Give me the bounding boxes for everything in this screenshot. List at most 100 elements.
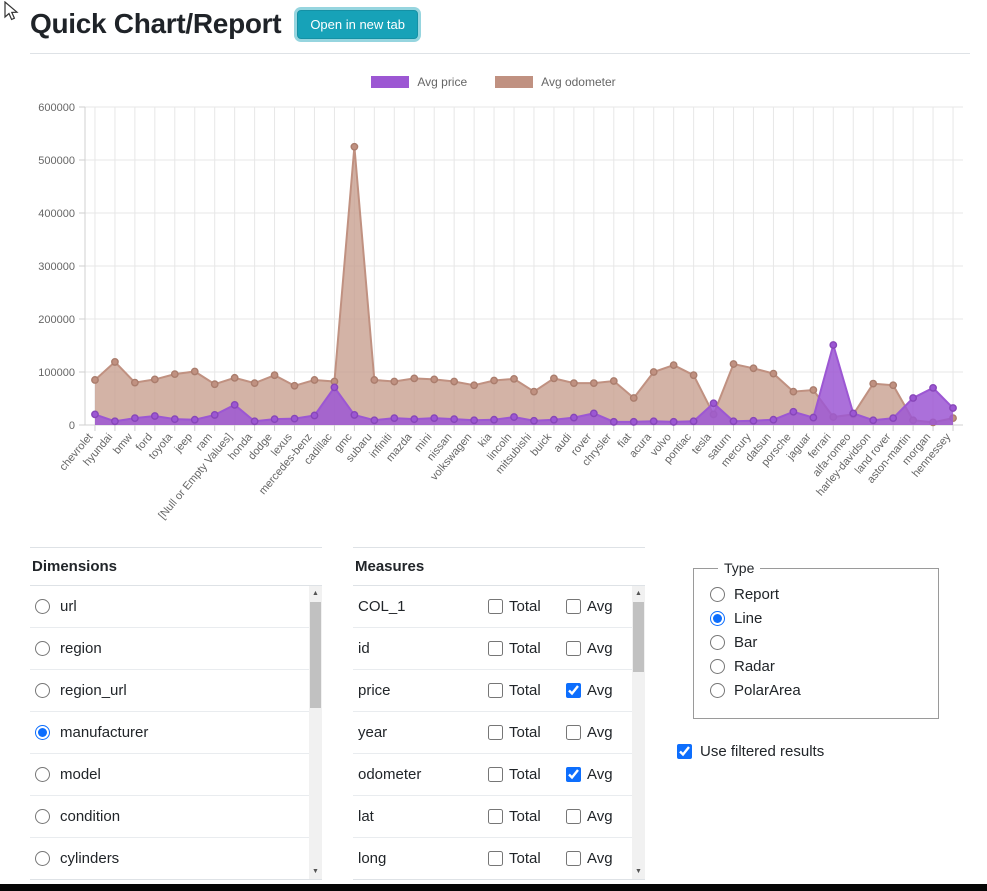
dimension-item-model[interactable]: model	[30, 754, 309, 796]
scroll-down-icon[interactable]: ▼	[312, 868, 319, 875]
dimension-item-condition[interactable]: condition	[30, 796, 309, 838]
use-filtered-results-row[interactable]: Use filtered results	[676, 743, 971, 760]
data-point[interactable]	[250, 417, 259, 426]
avg-checkbox-group[interactable]: Avg	[566, 682, 632, 699]
total-checkbox-group[interactable]: Total	[488, 808, 566, 825]
data-point[interactable]	[150, 412, 159, 420]
COL_1-avg-checkbox[interactable]	[566, 599, 581, 614]
open-in-new-tab-button[interactable]: Open in new tab	[297, 9, 418, 39]
data-point[interactable]	[609, 377, 618, 385]
data-point[interactable]	[889, 381, 898, 390]
data-point[interactable]	[510, 374, 518, 383]
data-point[interactable]	[909, 394, 918, 402]
scroll-up-icon[interactable]: ▲	[312, 590, 319, 597]
scrollbar-thumb[interactable]	[633, 602, 644, 672]
data-point[interactable]	[210, 380, 219, 389]
scroll-down-icon[interactable]: ▼	[635, 868, 642, 875]
data-point[interactable]	[470, 381, 479, 390]
type-option-polararea[interactable]: PolarArea	[710, 678, 938, 702]
data-point[interactable]	[230, 400, 239, 409]
data-point[interactable]	[550, 374, 558, 383]
data-point[interactable]	[949, 404, 957, 412]
data-point[interactable]	[510, 413, 518, 421]
data-point[interactable]	[310, 411, 319, 420]
total-checkbox-group[interactable]: Total	[488, 640, 566, 657]
data-point[interactable]	[629, 394, 638, 402]
type-radio-polararea[interactable]	[710, 682, 725, 698]
data-point[interactable]	[270, 371, 279, 380]
data-point[interactable]	[230, 373, 239, 382]
dimension-item-region_url[interactable]: region_url	[30, 670, 309, 712]
data-point[interactable]	[350, 142, 359, 151]
dimension-item-manufacturer[interactable]: manufacturer	[30, 712, 309, 754]
type-radio-line[interactable]	[710, 610, 725, 626]
data-point[interactable]	[91, 376, 99, 384]
data-point[interactable]	[130, 414, 139, 423]
data-point[interactable]	[749, 364, 758, 373]
data-point[interactable]	[589, 409, 598, 418]
data-point[interactable]	[330, 383, 339, 392]
dimension-radio-region[interactable]	[35, 641, 50, 656]
data-point[interactable]	[150, 375, 159, 384]
data-point[interactable]	[929, 383, 937, 392]
data-point[interactable]	[869, 379, 878, 388]
type-option-report[interactable]: Report	[710, 582, 938, 606]
data-point[interactable]	[250, 379, 259, 388]
year-total-checkbox[interactable]	[488, 725, 503, 740]
data-point[interactable]	[569, 379, 578, 388]
data-point[interactable]	[130, 378, 139, 387]
dimension-radio-url[interactable]	[35, 599, 50, 614]
total-checkbox-group[interactable]: Total	[488, 598, 566, 615]
data-point[interactable]	[809, 386, 818, 394]
dimension-item-url[interactable]: url	[30, 586, 309, 628]
data-point[interactable]	[669, 361, 678, 370]
data-point[interactable]	[769, 369, 778, 378]
data-point[interactable]	[490, 376, 498, 385]
chart-canvas[interactable]: 0 100000 200000 300000 400000 500000 600000 che…	[0, 92, 987, 549]
data-point[interactable]	[190, 415, 199, 424]
data-point[interactable]	[789, 387, 798, 396]
dimension-radio-condition[interactable]	[35, 809, 50, 824]
data-point[interactable]	[290, 414, 299, 423]
long-avg-checkbox[interactable]	[566, 851, 581, 866]
data-point[interactable]	[430, 414, 439, 423]
data-point[interactable]	[111, 358, 119, 366]
data-point[interactable]	[270, 415, 279, 424]
data-point[interactable]	[350, 411, 359, 419]
data-point[interactable]	[430, 375, 439, 384]
id-avg-checkbox[interactable]	[566, 641, 581, 656]
scroll-up-icon[interactable]: ▲	[635, 590, 642, 597]
long-total-checkbox[interactable]	[488, 851, 503, 866]
dimension-item-region[interactable]: region	[30, 628, 309, 670]
data-point[interactable]	[889, 414, 898, 423]
price-total-checkbox[interactable]	[488, 683, 503, 698]
data-point[interactable]	[829, 341, 838, 349]
avg-checkbox-group[interactable]: Avg	[566, 766, 632, 783]
odometer-total-checkbox[interactable]	[488, 767, 503, 782]
use-filtered-checkbox[interactable]	[677, 744, 692, 759]
avg-checkbox-group[interactable]: Avg	[566, 598, 632, 615]
type-radio-radar[interactable]	[710, 658, 725, 674]
avg-checkbox-group[interactable]: Avg	[566, 724, 632, 741]
data-point[interactable]	[550, 415, 558, 424]
COL_1-total-checkbox[interactable]	[488, 599, 503, 614]
data-point[interactable]	[370, 376, 379, 384]
data-point[interactable]	[689, 417, 698, 426]
data-point[interactable]	[450, 377, 459, 386]
total-checkbox-group[interactable]: Total	[488, 682, 566, 699]
data-point[interactable]	[569, 413, 578, 422]
data-point[interactable]	[530, 416, 538, 425]
data-point[interactable]	[629, 417, 638, 426]
data-point[interactable]	[390, 414, 399, 423]
data-point[interactable]	[749, 416, 758, 425]
data-point[interactable]	[649, 417, 658, 426]
data-point[interactable]	[310, 376, 319, 384]
data-point[interactable]	[390, 377, 399, 386]
lat-total-checkbox[interactable]	[488, 809, 503, 824]
dimension-radio-model[interactable]	[35, 767, 50, 782]
data-point[interactable]	[490, 415, 498, 424]
odometer-avg-checkbox[interactable]	[566, 767, 581, 782]
data-point[interactable]	[470, 416, 479, 425]
data-point[interactable]	[450, 415, 459, 424]
data-point[interactable]	[729, 360, 738, 368]
